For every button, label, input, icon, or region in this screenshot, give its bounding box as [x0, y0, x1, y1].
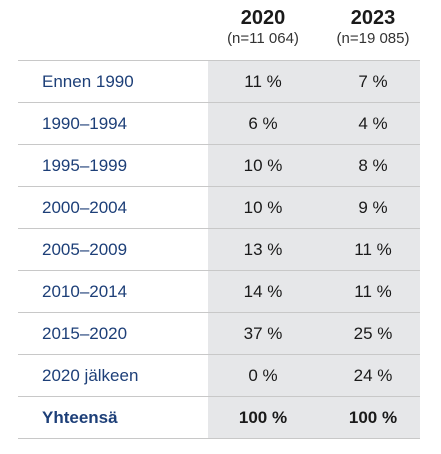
bottom-divider [18, 438, 420, 439]
row-label: 2005–2009 [42, 240, 128, 259]
value-2020: 11 % [244, 72, 282, 91]
value-2020: 10 % [243, 156, 283, 175]
value-2020: 0 % [248, 366, 278, 385]
value-2020: 14 % [243, 282, 283, 301]
value-2023: 8 % [358, 156, 388, 175]
table-row: 2000–2004 10 % 9 % [18, 186, 420, 228]
column-sample-size-2020: (n=11 064) [227, 30, 299, 47]
table-row: 1990–1994 6 % 4 % [18, 102, 420, 144]
value-2020: 37 % [243, 324, 283, 343]
total-row: Yhteensä 100 % 100 % [18, 396, 420, 438]
column-year-2023: 2023 [350, 7, 396, 29]
value-2023: 4 % [358, 114, 388, 133]
table-row: Ennen 1990 11 % 7 % [18, 60, 420, 102]
value-2023: 7 % [358, 72, 388, 91]
column-sample-size-2023: (n=19 085) [336, 30, 410, 47]
value-background [208, 313, 420, 354]
value-background [208, 229, 420, 270]
column-year-2020: 2020 [240, 7, 286, 29]
value-2023: 24 % [353, 366, 393, 385]
value-background [208, 103, 420, 144]
table-header: 2020 (n=11 064) 2023 (n=19 085) [18, 0, 420, 60]
value-2020: 6 % [248, 114, 278, 133]
total-value-2020: 100 % [238, 408, 288, 427]
value-2023: 25 % [353, 324, 393, 343]
row-label: 2000–2004 [42, 198, 128, 217]
value-2020: 10 % [243, 198, 283, 217]
value-2023: 11 % [354, 282, 392, 301]
data-table: 2020 (n=11 064) 2023 (n=19 085) Ennen 19… [18, 0, 420, 439]
row-label: 1990–1994 [42, 114, 128, 133]
value-2020: 13 % [243, 240, 283, 259]
row-label: 1995–1999 [42, 156, 128, 175]
row-label: 2010–2014 [42, 282, 128, 301]
row-label: 2020 jälkeen [42, 366, 139, 385]
value-background [208, 271, 420, 312]
table-row: 2020 jälkeen 0 % 24 % [18, 354, 420, 396]
column-header-2020: 2020 (n=11 064) [208, 6, 318, 48]
value-background [208, 187, 420, 228]
row-label: Ennen 1990 [42, 72, 134, 91]
value-2023: 11 % [354, 240, 392, 259]
column-header-2023: 2023 (n=19 085) [318, 6, 428, 48]
value-background [208, 61, 420, 102]
row-label: 2015–2020 [42, 324, 128, 343]
value-background [208, 397, 420, 438]
table-row: 2015–2020 37 % 25 % [18, 312, 420, 354]
value-background [208, 355, 420, 396]
table-row: 1995–1999 10 % 8 % [18, 144, 420, 186]
total-value-2023: 100 % [348, 408, 398, 427]
table-row: 2005–2009 13 % 11 % [18, 228, 420, 270]
total-label: Yhteensä [42, 408, 118, 427]
table-row: 2010–2014 14 % 11 % [18, 270, 420, 312]
value-background [208, 145, 420, 186]
value-2023: 9 % [358, 198, 388, 217]
